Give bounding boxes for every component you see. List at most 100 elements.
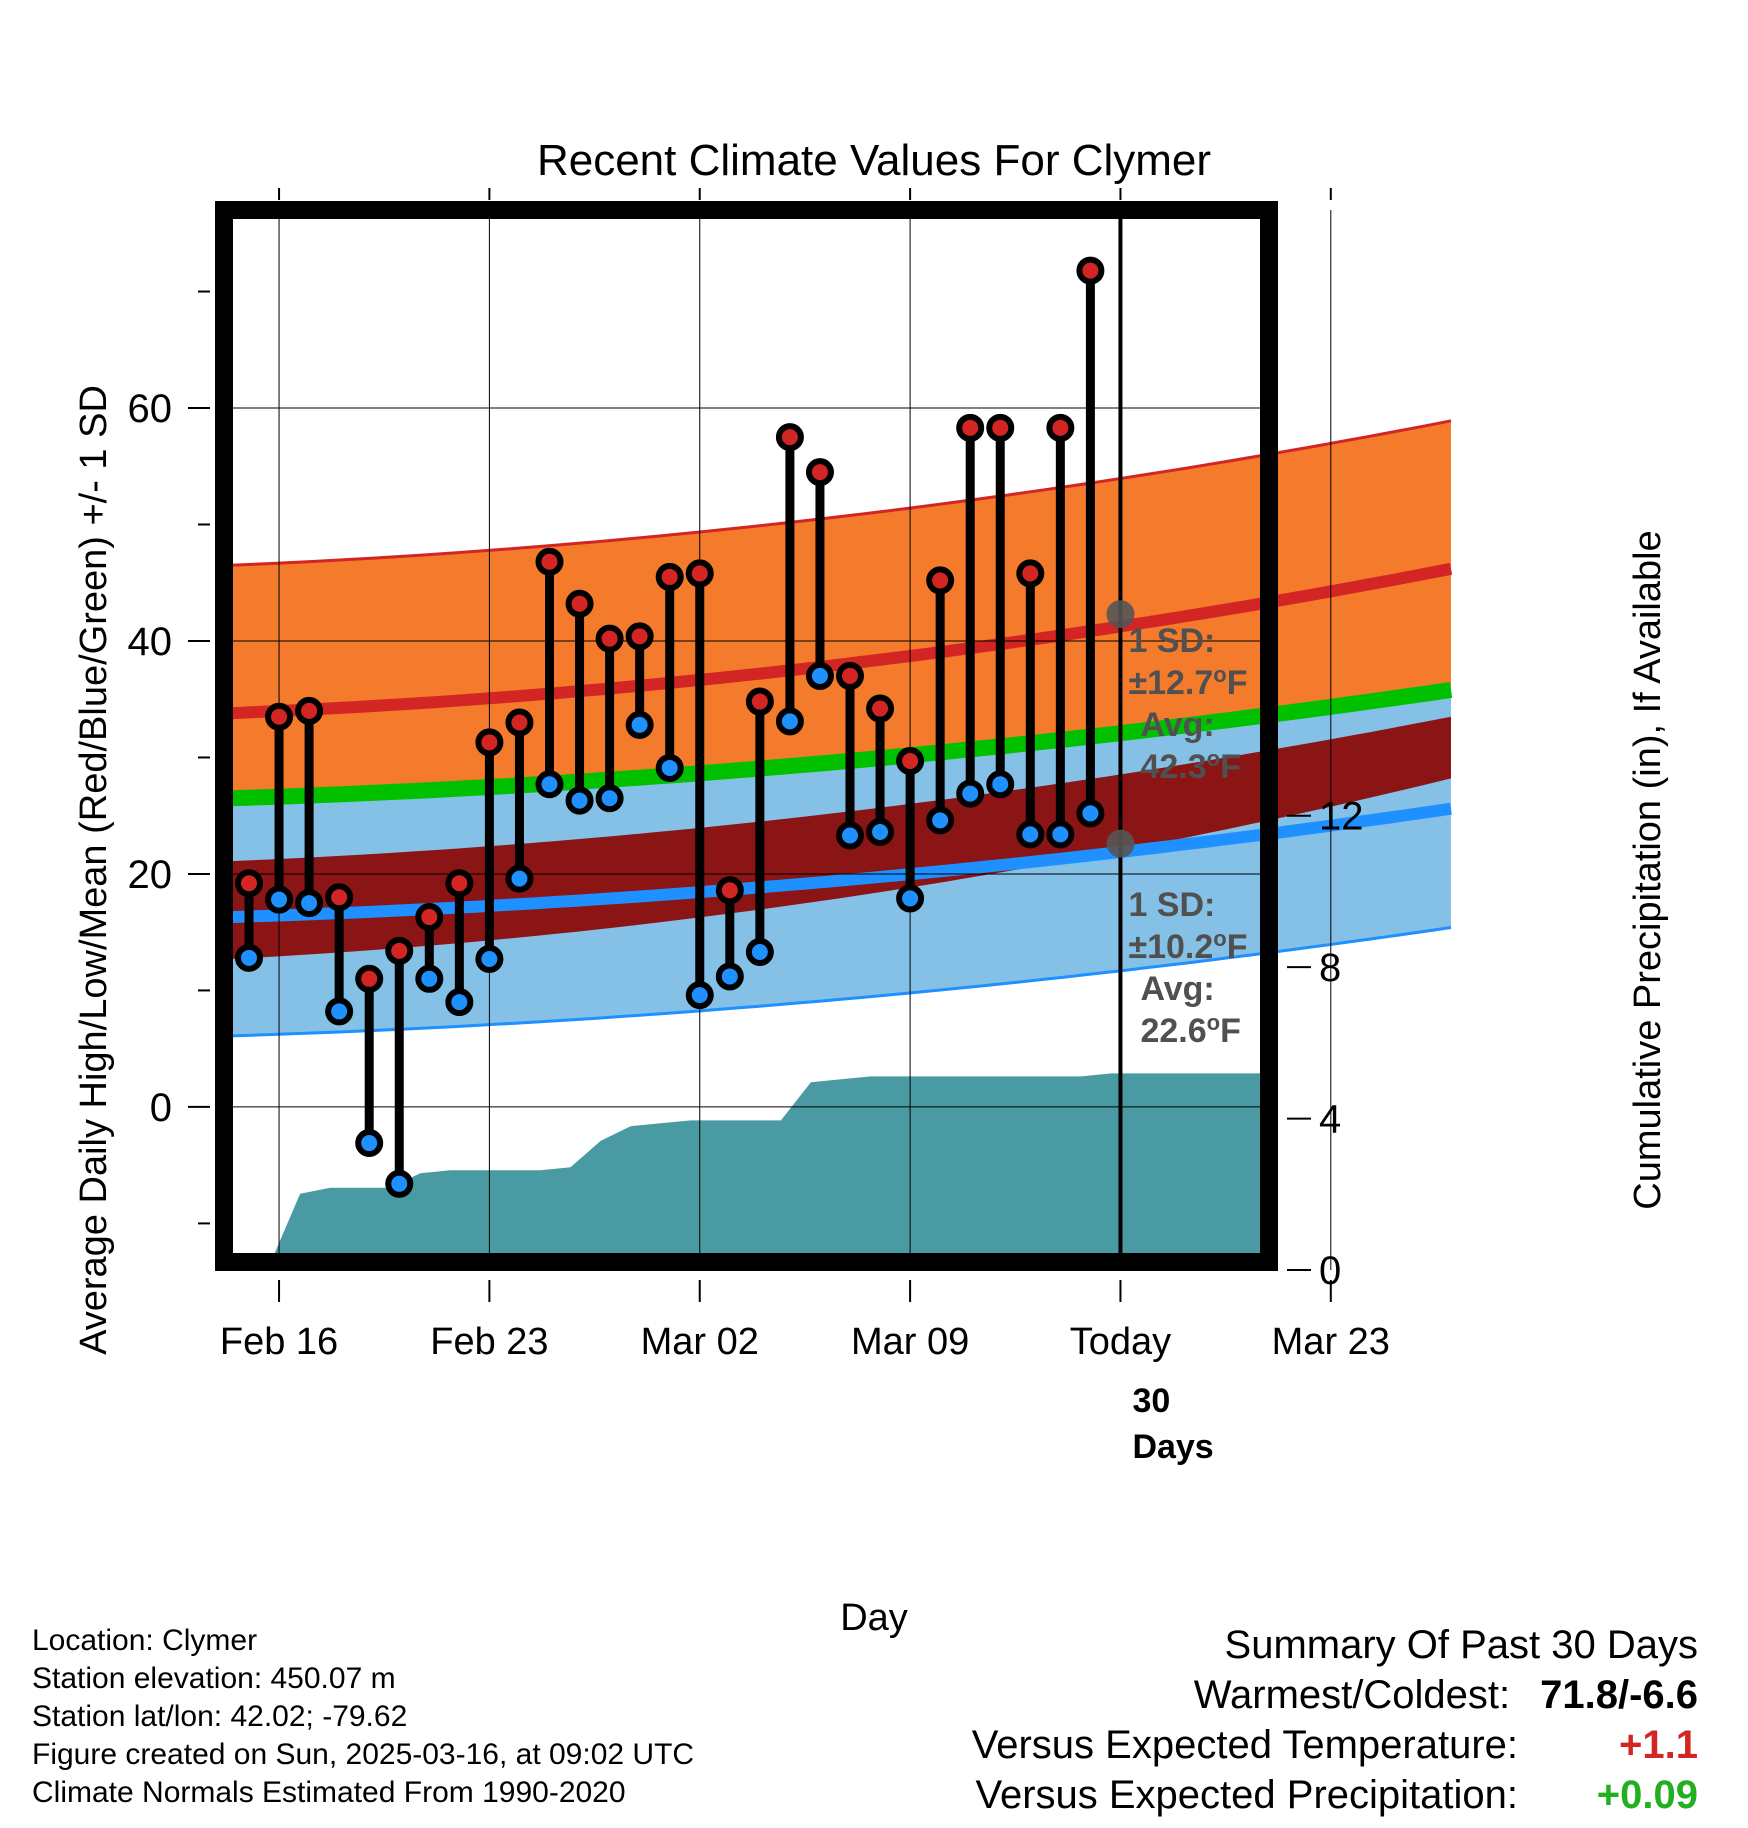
- daily-low-point: [475, 944, 504, 973]
- latlon-text: Station lat/lon: 42.02; -79.62: [32, 1700, 408, 1733]
- daily-high-point: [805, 458, 834, 487]
- y-right-tick-label: 0: [1319, 1249, 1341, 1293]
- chart-title: Recent Climate Values For Clymer: [537, 136, 1211, 185]
- daily-low-point: [265, 885, 294, 914]
- daily-high-point: [775, 423, 804, 452]
- daily-low-point: [805, 661, 834, 690]
- high-avg-label: Avg:: [1140, 706, 1214, 744]
- y-left-tick-label: 20: [128, 853, 173, 897]
- daily-high-point: [1046, 413, 1075, 442]
- daily-high-point: [745, 687, 774, 716]
- warm-label: Warmest/Coldest:: [1193, 1673, 1511, 1717]
- daily-high-point: [685, 559, 714, 588]
- window-days-number: 30: [1132, 1382, 1170, 1420]
- high-avg-value: 42.3oF: [1140, 746, 1240, 787]
- warm-value: 71.8/-6.6: [1540, 1673, 1698, 1717]
- daily-high-point: [836, 661, 864, 690]
- x-tick-label: Feb 23: [430, 1321, 548, 1363]
- daily-high-point: [986, 413, 1015, 442]
- summary-panel: Summary Of Past 30 Days Warmest/Coldest:…: [972, 1620, 1698, 1820]
- daily-high-point: [475, 728, 504, 757]
- daily-low-point: [325, 997, 354, 1026]
- high-sd-value: ±12.7oF: [1128, 662, 1247, 703]
- daily-low-point: [415, 964, 444, 993]
- daily-low-point: [445, 988, 474, 1017]
- daily-low-point: [385, 1169, 414, 1198]
- elevation-text: Station elevation: 450.07 m: [32, 1662, 396, 1695]
- x-tick-label: Feb 16: [220, 1321, 338, 1363]
- daily-high-point: [325, 883, 354, 912]
- daily-low-point: [535, 770, 564, 799]
- y-right-tick-label: 4: [1319, 1098, 1341, 1142]
- x-tick-label: Mar 02: [641, 1321, 759, 1363]
- daily-low-point: [836, 821, 864, 850]
- summary-title: Summary Of Past 30 Days: [1224, 1623, 1698, 1667]
- daily-high-point: [595, 624, 624, 653]
- daily-high-point: [355, 964, 384, 993]
- normal-mean-line: [230, 681, 1453, 807]
- low-sd-value: ±10.2oF: [1128, 926, 1247, 967]
- y-right-tick-label: 12: [1319, 795, 1364, 839]
- summary-temp-row: Versus Expected Temperature: +1.1: [972, 1720, 1698, 1770]
- temp-value: +1.1: [1619, 1723, 1698, 1767]
- daily-high-point: [866, 694, 895, 723]
- y-left-tick-label: 60: [128, 387, 173, 431]
- y-left-tick-label: 0: [150, 1086, 172, 1130]
- daily-low-point: [1046, 820, 1075, 849]
- daily-high-point: [926, 566, 955, 595]
- normal-high-line: [230, 562, 1453, 720]
- low-avg-value: 22.6oF: [1140, 1010, 1240, 1051]
- low-sd-label: 1 SD:: [1128, 886, 1215, 924]
- plot-frame: [215, 201, 1278, 1271]
- high-sd-upper-line: [230, 419, 1452, 567]
- daily-high-point: [625, 622, 654, 651]
- daily-high-point: [1076, 256, 1105, 285]
- daily-low-point: [926, 806, 955, 835]
- today-low-avg-marker: [1106, 829, 1135, 858]
- today-high-avg-marker: [1106, 600, 1135, 629]
- daily-high-point: [385, 936, 414, 965]
- daily-high-point: [535, 547, 564, 576]
- precip-area: [240, 1073, 1442, 1270]
- daily-high-point: [715, 876, 744, 905]
- daily-low-point: [685, 981, 714, 1010]
- y-right-tick-label: 8: [1319, 946, 1341, 990]
- daily-high-point: [505, 708, 534, 737]
- y-axis-left-label: Average Daily High/Low/Mean (Red/Blue/Gr…: [73, 385, 115, 1355]
- daily-high-point: [295, 696, 324, 725]
- high-sd-label: 1 SD:: [1128, 622, 1215, 660]
- station-info: Location: Clymer Station elevation: 450.…: [32, 1622, 694, 1812]
- daily-low-point: [1076, 799, 1105, 828]
- created-text: Figure created on Sun, 2025-03-16, at 09…: [32, 1738, 695, 1771]
- daily-high-point: [445, 869, 474, 898]
- daily-low-point: [896, 884, 925, 913]
- daily-low-point: [595, 784, 624, 813]
- daily-low-point: [565, 786, 594, 815]
- window-days-text: Days: [1132, 1428, 1213, 1466]
- summary-warm-row: Warmest/Coldest: 71.8/-6.6: [972, 1670, 1698, 1720]
- daily-low-point: [625, 710, 654, 739]
- y-axis-right-label: Cumulative Precipitation (in), If Availa…: [1627, 530, 1669, 1209]
- temp-label: Versus Expected Temperature:: [971, 1723, 1518, 1767]
- daily-low-point: [235, 943, 263, 972]
- low-sd-lower-line: [230, 926, 1452, 1038]
- daily-high-point: [565, 589, 594, 618]
- daily-low-point: [355, 1129, 384, 1158]
- precip-label: Versus Expected Precipitation:: [975, 1773, 1518, 1817]
- daily-high-point: [1016, 559, 1045, 588]
- daily-low-point: [1016, 820, 1045, 849]
- daily-high-point: [655, 562, 684, 591]
- daily-high-point: [235, 869, 263, 898]
- x-axis-label: Day: [840, 1597, 908, 1639]
- daily-low-point: [866, 818, 895, 847]
- y-left-tick-label: 40: [128, 620, 173, 664]
- daily-low-point: [775, 707, 804, 736]
- precip-value: +0.09: [1596, 1773, 1698, 1817]
- x-tick-label: Today: [1070, 1321, 1171, 1363]
- daily-low-point: [295, 889, 324, 918]
- daily-high-point: [896, 746, 925, 775]
- x-tick-label: Mar 23: [1272, 1321, 1390, 1363]
- location-text: Location: Clymer: [32, 1624, 258, 1657]
- daily-low-point: [745, 938, 774, 966]
